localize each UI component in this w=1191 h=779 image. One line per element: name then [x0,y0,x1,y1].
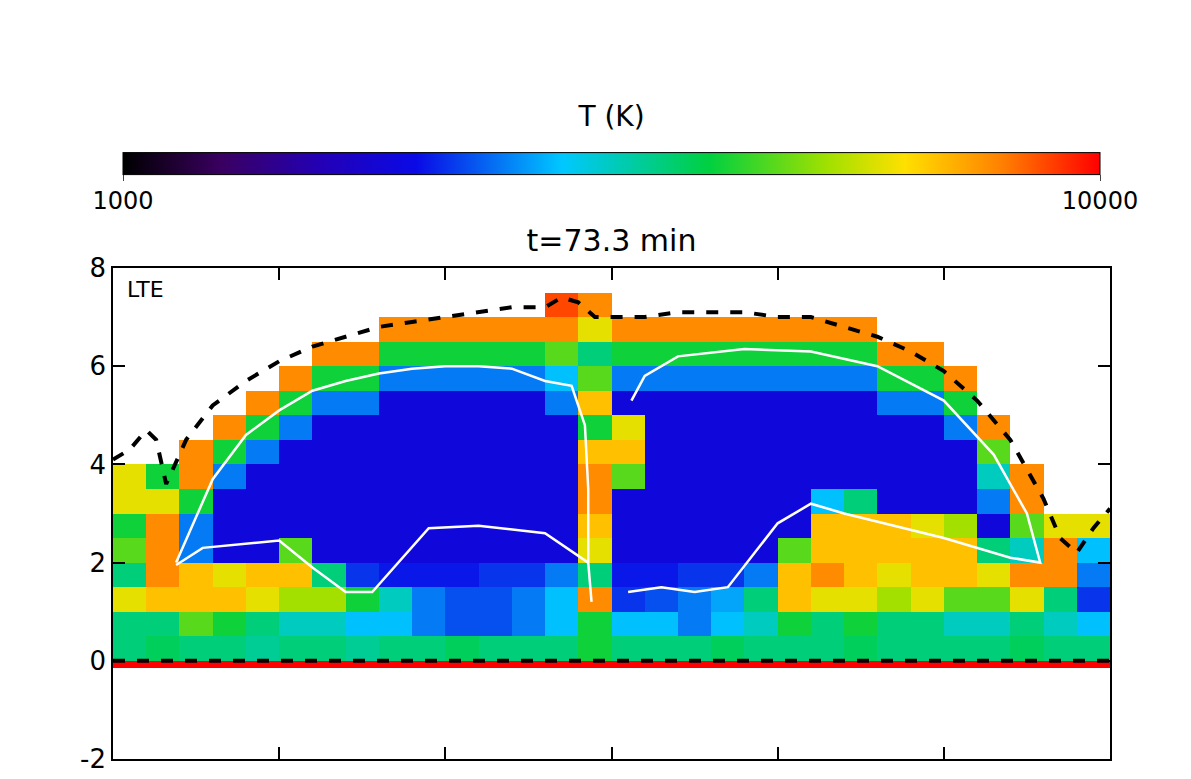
svg-text:10000: 10000 [1062,187,1138,215]
svg-text:8: 8 [90,253,107,283]
svg-text:T (K): T (K) [577,100,644,133]
svg-text:0: 0 [90,646,107,676]
svg-text:LTE: LTE [127,277,164,302]
svg-text:-2: -2 [80,744,106,774]
svg-text:t=73.3 min: t=73.3 min [527,223,697,258]
svg-text:1000: 1000 [92,187,153,215]
svg-text:4: 4 [90,450,107,480]
svg-text:2: 2 [90,548,107,578]
svg-text:6: 6 [90,351,107,381]
